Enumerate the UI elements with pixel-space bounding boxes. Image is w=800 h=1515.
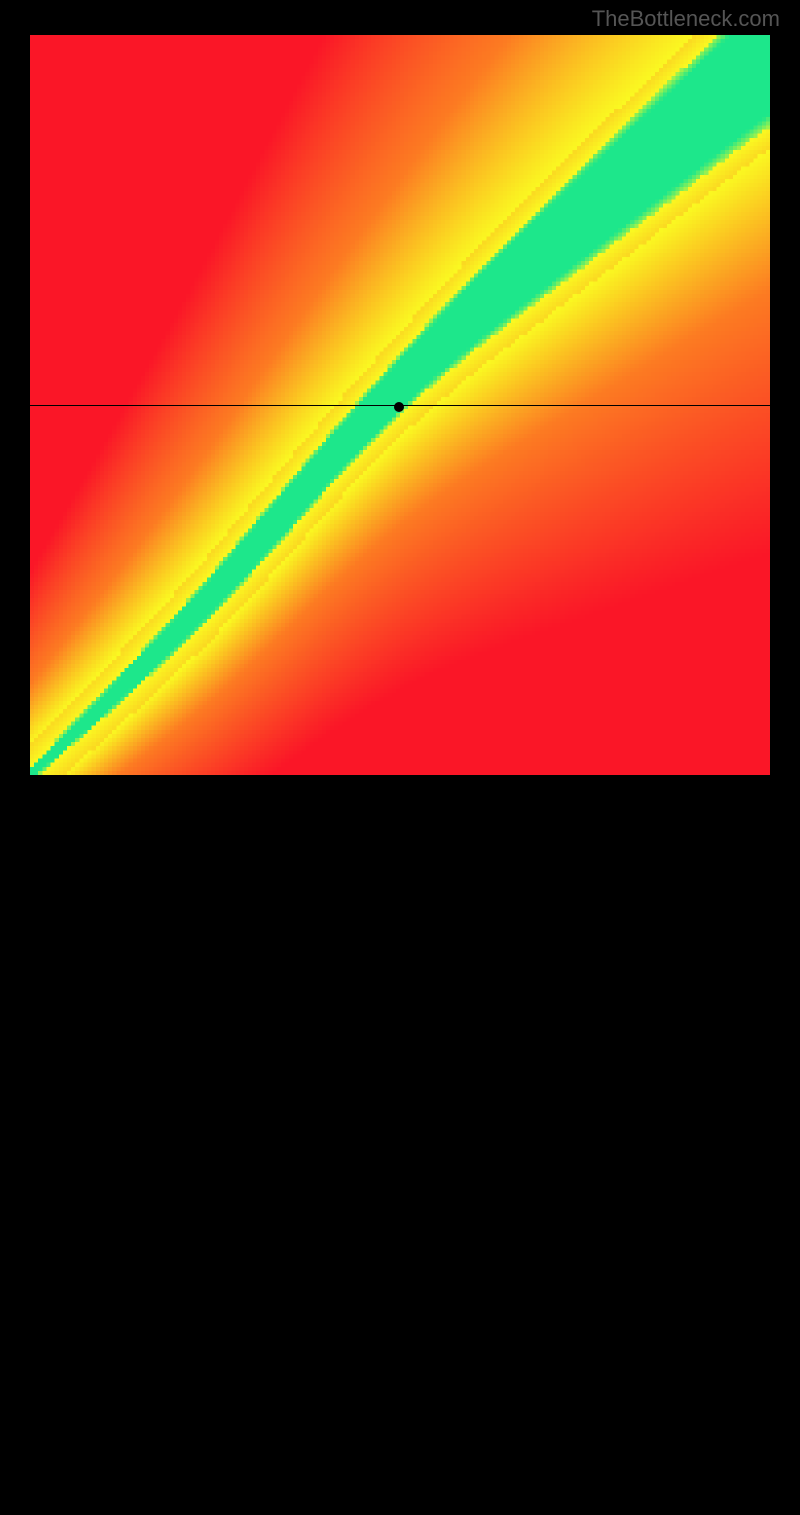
heatmap-plot [30,35,770,775]
watermark-text: TheBottleneck.com [592,6,780,32]
marker-dot [394,402,404,412]
crosshair-vertical [400,775,401,1515]
